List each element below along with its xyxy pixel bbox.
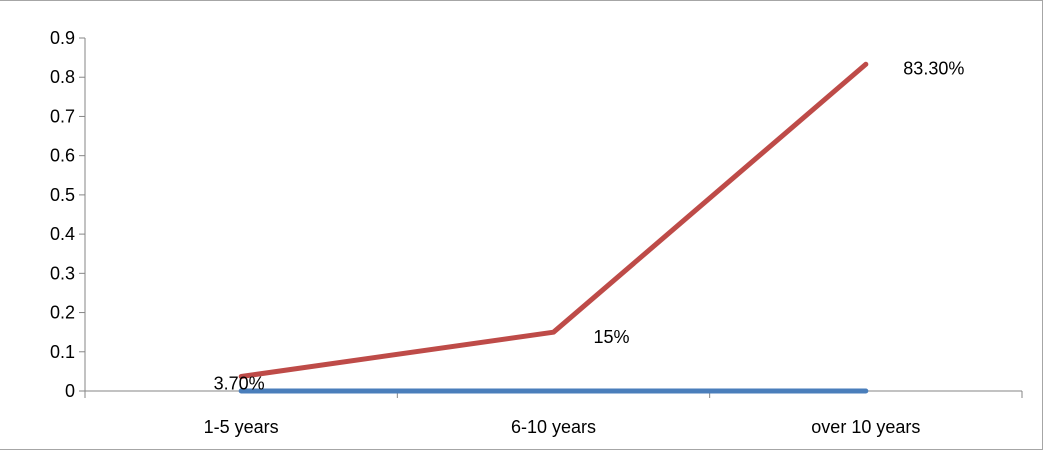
- series-lines: [238, 61, 869, 394]
- y-tick-label: 0.7: [50, 106, 75, 126]
- series-line-2: [238, 61, 869, 379]
- y-tick-label: 0.8: [50, 67, 75, 87]
- data-label: 3.70%: [214, 373, 265, 393]
- x-tick-label: 1-5 years: [204, 417, 279, 437]
- y-tick-label: 0.9: [50, 28, 75, 48]
- x-axis: 1-5 years 6-10 years over 10 years: [84, 390, 1023, 437]
- x-tick-label: 6-10 years: [511, 417, 596, 437]
- y-tick-label: 0: [65, 381, 75, 401]
- y-tick-label: 0.1: [50, 342, 75, 362]
- y-axis: 0 0.1 0.2 0.3 0.4 0.5 0.6 0.7 0.8 0.9: [50, 28, 86, 401]
- y-tick-label: 0.4: [50, 224, 75, 244]
- data-label: 15%: [593, 327, 629, 347]
- y-tick-label: 0.5: [50, 185, 75, 205]
- y-tick-label: 0.3: [50, 263, 75, 283]
- y-tick-label: 0.2: [50, 303, 75, 323]
- y-tick-label: 0.6: [50, 146, 75, 166]
- data-labels: 3.70% 15% 83.30%: [214, 58, 965, 393]
- data-label: 83.30%: [903, 58, 964, 78]
- x-tick-label: over 10 years: [811, 417, 920, 437]
